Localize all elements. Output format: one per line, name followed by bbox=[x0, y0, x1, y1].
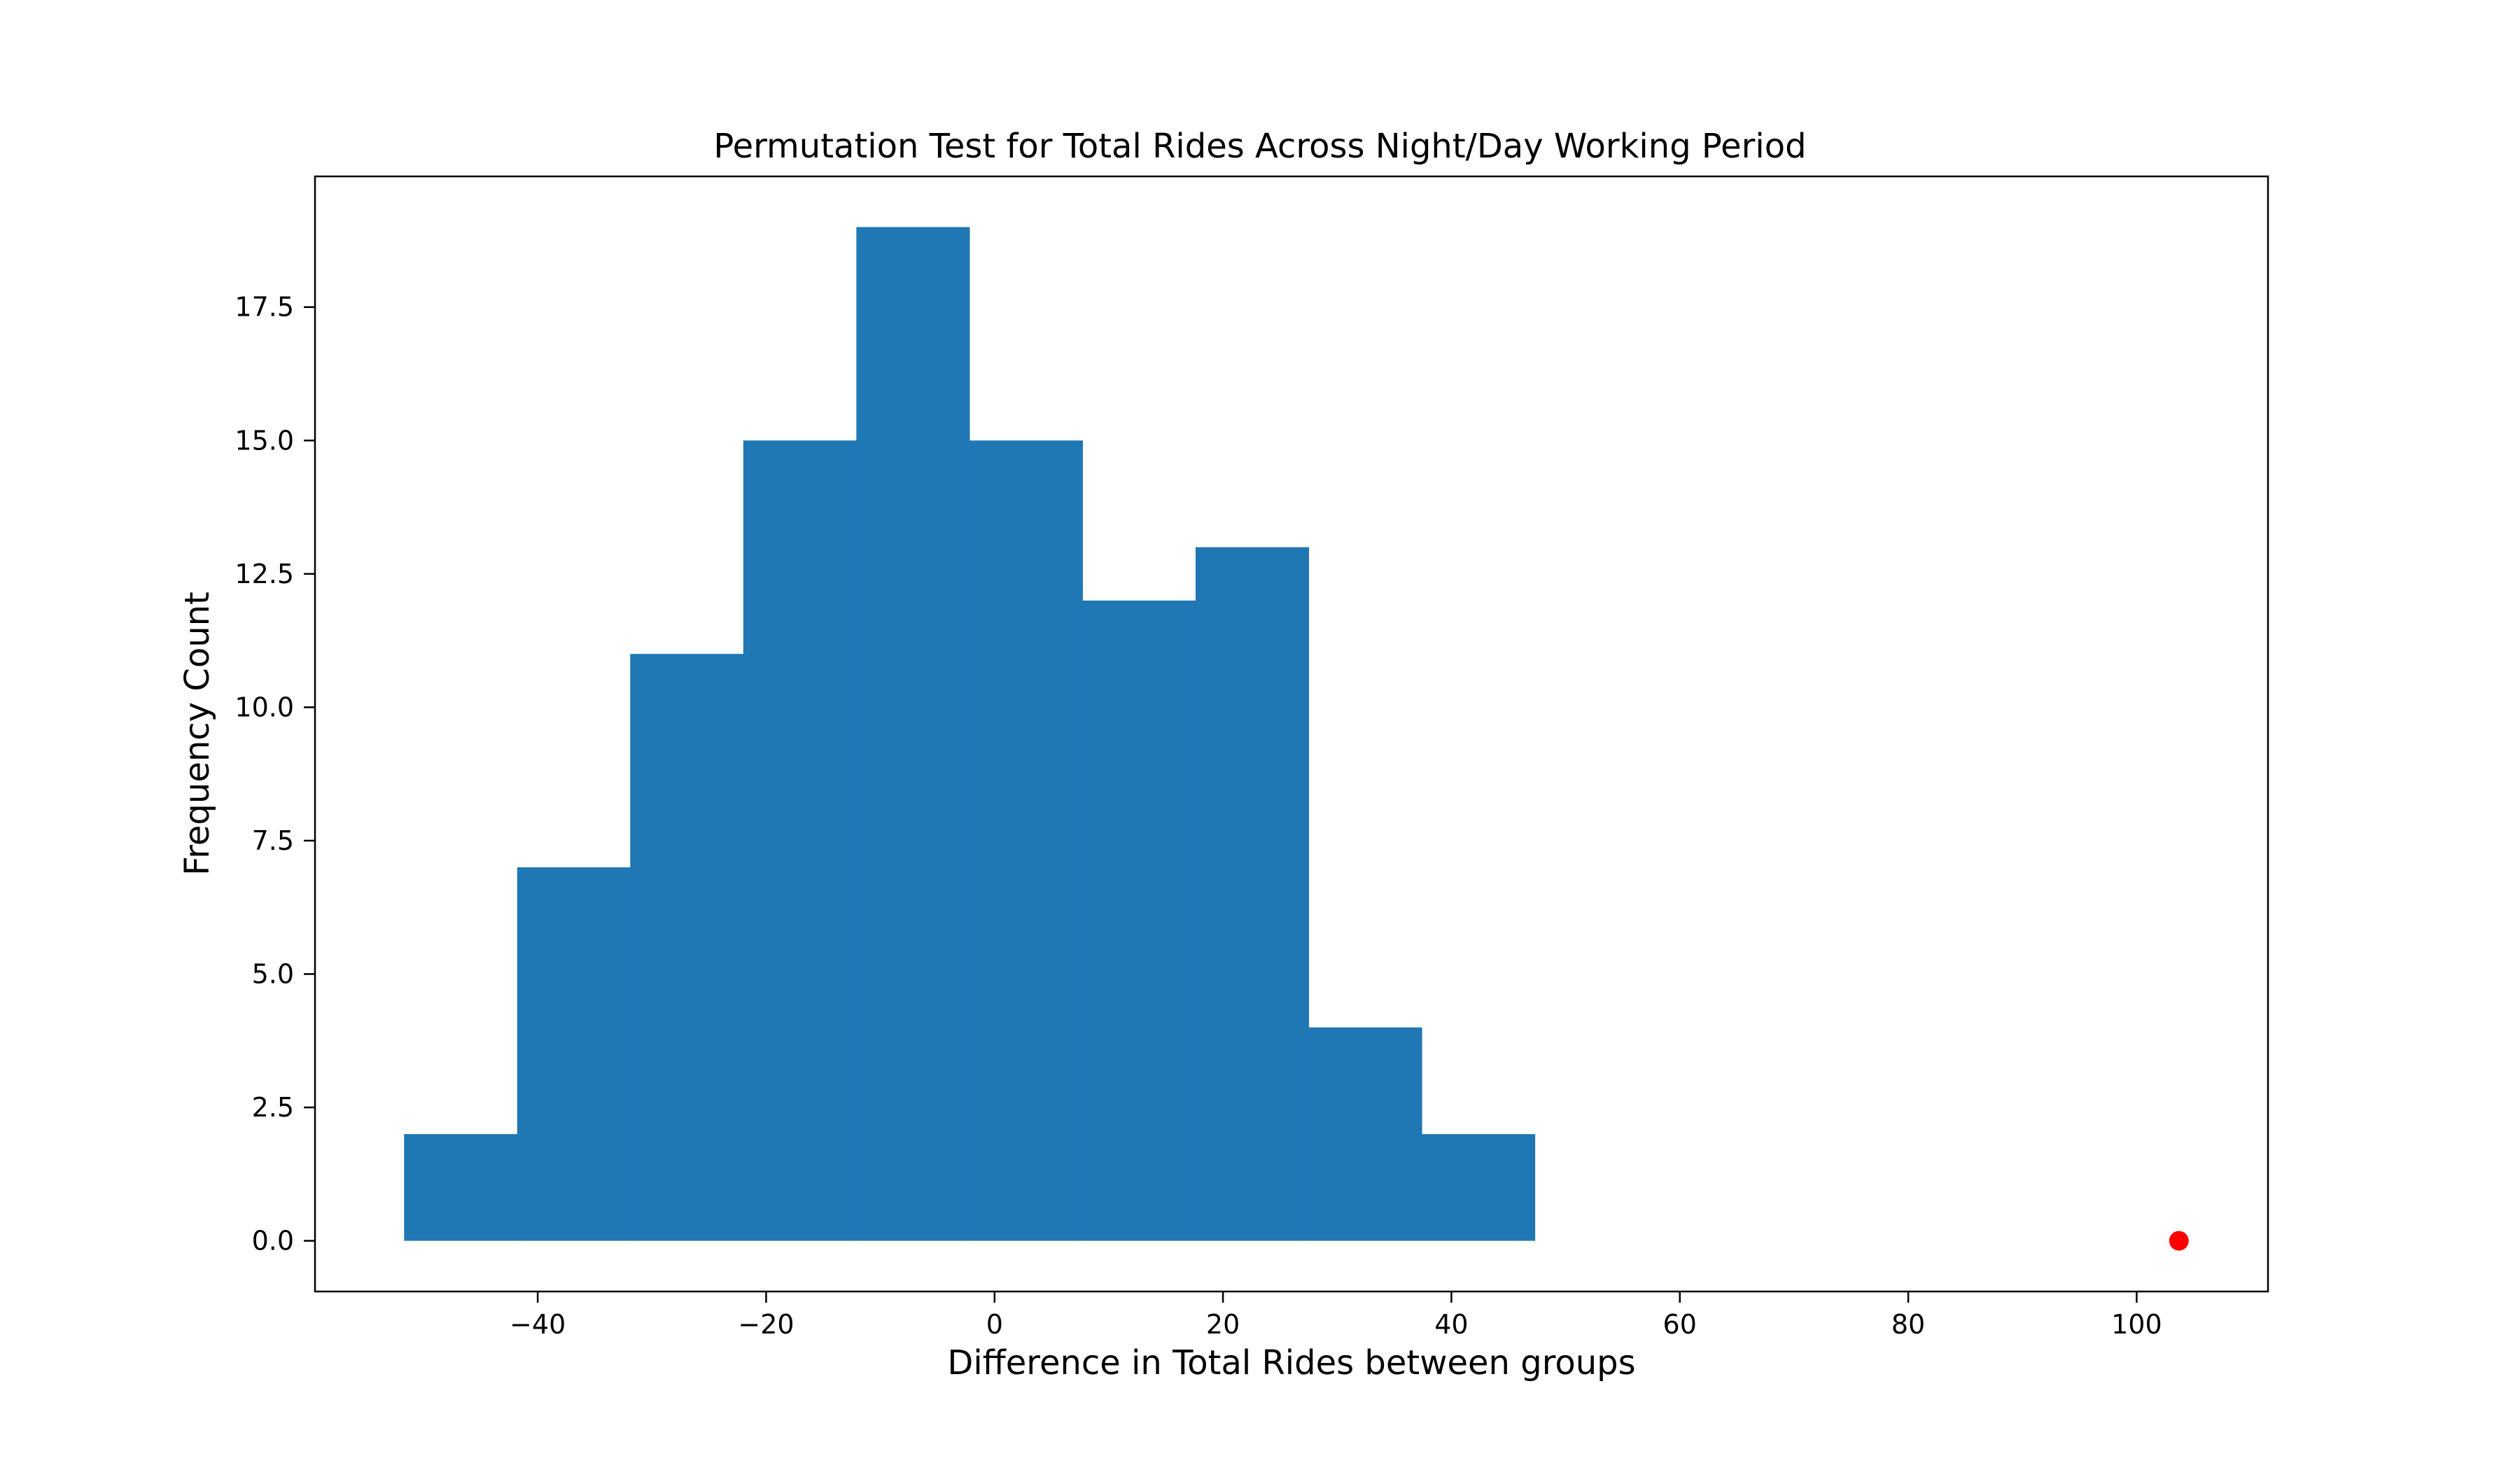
plot-area bbox=[314, 175, 2269, 1293]
histogram-bar bbox=[404, 1134, 518, 1241]
y-axis-label: Frequency Count bbox=[178, 592, 217, 876]
histogram-bar bbox=[743, 440, 857, 1241]
histogram-bar bbox=[630, 654, 744, 1241]
plot-frame bbox=[314, 175, 2269, 1293]
histogram-bars bbox=[404, 227, 1536, 1241]
histogram-bar bbox=[969, 440, 1084, 1241]
histogram-bar bbox=[1195, 547, 1310, 1241]
y-tick-label: 15.0 bbox=[234, 425, 294, 456]
y-axis: 0.0 2.5 5.0 7.5 10.0 12.5 15.0 17.5 bbox=[234, 292, 315, 1256]
x-tick-label: 100 bbox=[2111, 1309, 2162, 1340]
x-tick-label: 60 bbox=[1663, 1309, 1697, 1340]
histogram-bar bbox=[517, 867, 631, 1241]
x-tick-label: 20 bbox=[1206, 1309, 1240, 1340]
observed-points bbox=[2169, 1231, 2189, 1251]
histogram-bar bbox=[1308, 1027, 1422, 1241]
x-axis-label: Difference in Total Rides between groups bbox=[947, 1343, 1635, 1382]
x-tick-label: 40 bbox=[1434, 1309, 1468, 1340]
x-tick-label: −40 bbox=[510, 1309, 566, 1340]
histogram-bar bbox=[1082, 600, 1196, 1241]
y-tick-label: 5.0 bbox=[252, 958, 294, 989]
observed-difference-point bbox=[2169, 1231, 2189, 1251]
y-tick-label: 12.5 bbox=[234, 559, 294, 589]
y-tick-label: 0.0 bbox=[252, 1226, 294, 1256]
histogram-bar bbox=[1422, 1134, 1536, 1241]
x-tick-label: 0 bbox=[986, 1309, 1003, 1340]
y-tick-label: 10.0 bbox=[234, 692, 294, 722]
x-tick-label: 80 bbox=[1891, 1309, 1925, 1340]
y-tick-label: 2.5 bbox=[252, 1092, 294, 1123]
y-tick-label: 7.5 bbox=[252, 825, 294, 856]
y-tick-label: 17.5 bbox=[234, 292, 294, 323]
x-tick-label: −20 bbox=[738, 1309, 794, 1340]
histogram-bar bbox=[856, 227, 970, 1241]
chart-title: Permutation Test for Total Rides Across … bbox=[713, 127, 1806, 166]
x-axis: −40 −20 0 20 40 60 80 100 bbox=[510, 1292, 2162, 1340]
